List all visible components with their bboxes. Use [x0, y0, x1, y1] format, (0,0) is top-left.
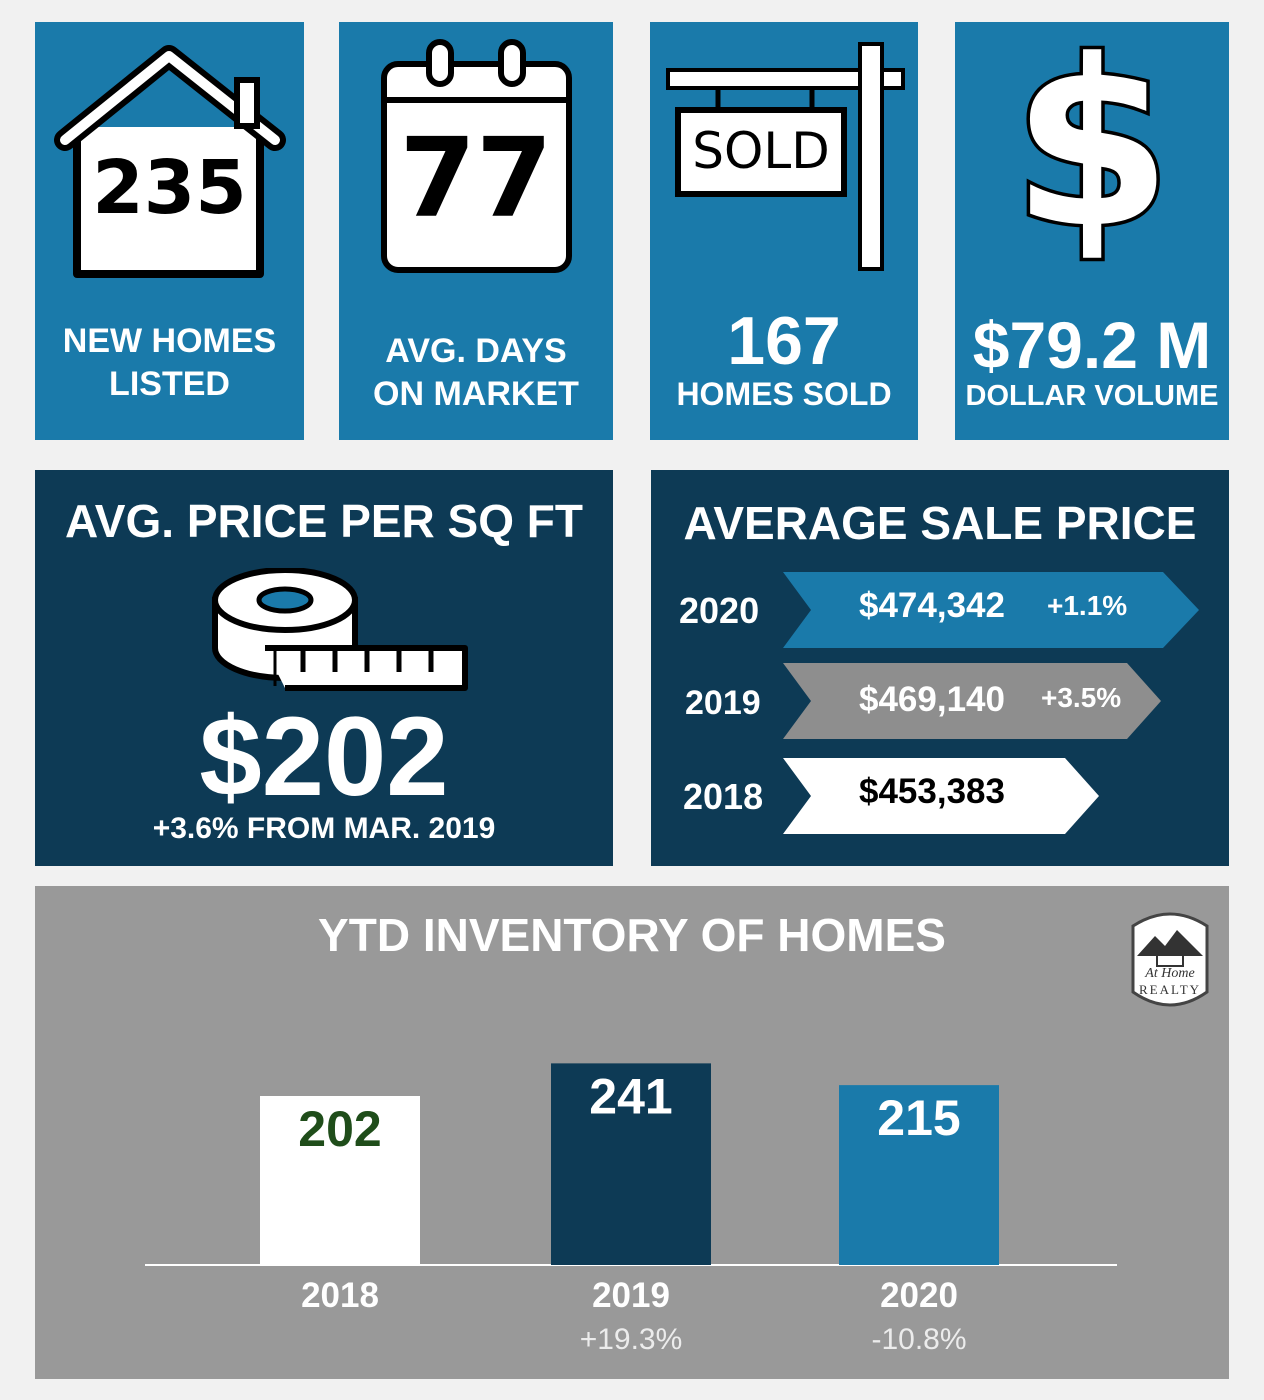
new-homes-label-line1: NEW HOMES [62, 322, 277, 360]
logo-line1: At Home [1145, 966, 1195, 981]
dollar-volume-value: $79.2 M [972, 308, 1212, 382]
ytd-inventory-panel: YTD INVENTORY OF HOMES At Home REALTY 20… [35, 886, 1229, 1379]
x-tick-label-2020: 2020 [880, 1276, 958, 1315]
sale-price-value-2019: $469,140 [859, 680, 1005, 719]
change-label-2019: +19.3% [580, 1323, 683, 1356]
sold-sign-text: SOLD [692, 122, 830, 180]
dollar-volume-label: DOLLAR VOLUME [965, 380, 1219, 412]
house-icon [54, 45, 286, 278]
sale-price-arrow-2019 [783, 663, 1161, 739]
average-sale-price-title: AVERAGE SALE PRICE [683, 497, 1197, 549]
x-tick-label-2018: 2018 [301, 1276, 379, 1315]
logo-line2: REALTY [1138, 982, 1202, 997]
sale-price-value-2018: $453,383 [859, 772, 1005, 811]
bar-value-label-2019: 241 [589, 1068, 672, 1124]
change-label-2020: -10.8% [871, 1323, 966, 1356]
inventory-bar-chart: 202 2018 241 2019 +19.3% 215 2020 -10.8% [145, 1063, 1117, 1356]
days-on-market-label-line1: AVG. DAYS [385, 332, 567, 370]
new-homes-listed-tile: 235 NEW HOMES LISTED [35, 22, 304, 440]
homes-sold-tile: SOLD 167 HOMES SOLD [650, 22, 918, 440]
days-on-market-label-line2: ON MARKET [373, 375, 579, 413]
sale-price-arrow-2018 [783, 758, 1099, 834]
tape-measure-icon [212, 568, 468, 691]
x-tick-label-2019: 2019 [592, 1276, 670, 1315]
calendar-icon [381, 39, 572, 273]
homes-sold-label: HOMES SOLD [676, 376, 892, 412]
sale-price-arrow-2020 [783, 572, 1199, 648]
price-per-sqft-title: AVG. PRICE PER SQ FT [65, 495, 583, 547]
new-homes-label-line2: LISTED [109, 365, 230, 403]
bar-value-label-2020: 215 [877, 1090, 960, 1146]
chart-title: YTD INVENTORY OF HOMES [318, 909, 946, 961]
sale-price-year-2020: 2020 [679, 590, 760, 631]
price-per-sqft-panel: AVG. PRICE PER SQ FT $202 +3.6% FROM MAR… [35, 470, 613, 866]
bar-2019 [551, 1063, 711, 1265]
days-on-market-tile: 77 AVG. DAYS ON MARKET [339, 22, 613, 440]
new-homes-value: 235 [92, 145, 247, 231]
dollar-icon: $ [1008, 9, 1175, 283]
sale-price-change-2019: +3.5% [1041, 682, 1122, 713]
realty-logo: At Home REALTY [1127, 904, 1213, 1016]
bar-value-label-2018: 202 [298, 1101, 381, 1157]
sale-price-change-2020: +1.1% [1047, 590, 1128, 621]
sold-sign-icon [666, 42, 905, 271]
sale-price-year-2018: 2018 [683, 776, 764, 817]
days-on-market-value: 77 [399, 114, 553, 242]
dollar-volume-tile: $ $79.2 M DOLLAR VOLUME [955, 9, 1229, 440]
bar-2020 [839, 1085, 999, 1265]
homes-sold-value: 167 [727, 303, 841, 379]
sale-price-year-2019: 2019 [685, 684, 761, 722]
average-sale-price-panel: AVERAGE SALE PRICE 2020 $474,342 +1.1% 2… [651, 470, 1229, 866]
price-per-sqft-value: $202 [199, 694, 449, 819]
price-per-sqft-change: +3.6% FROM MAR. 2019 [152, 812, 496, 845]
bar-2018 [260, 1096, 420, 1265]
sale-price-value-2020: $474,342 [859, 586, 1005, 625]
